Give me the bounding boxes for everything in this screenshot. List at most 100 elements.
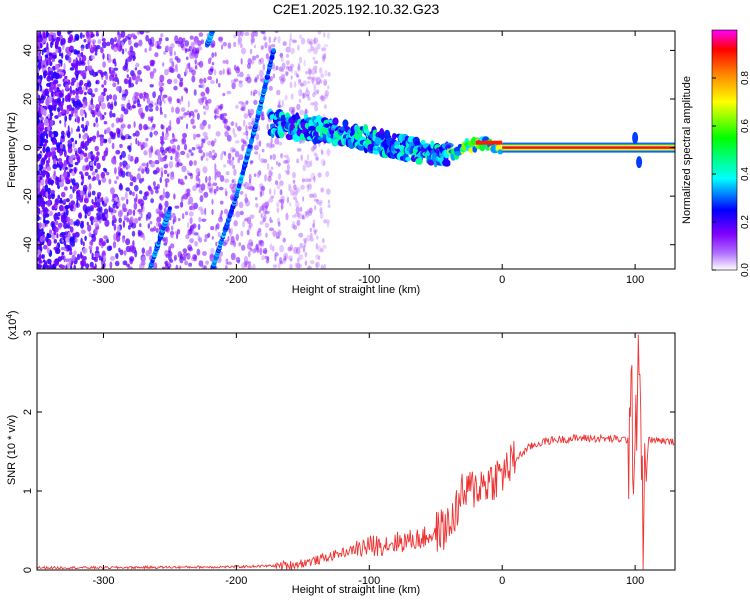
- noise-speckle: [298, 232, 304, 238]
- noise-speckle: [115, 253, 119, 259]
- noise-speckle: [311, 148, 315, 153]
- noise-speckle: [101, 41, 107, 49]
- noise-speckle: [287, 66, 293, 72]
- noise-speckle: [295, 187, 301, 193]
- tone-core: [502, 146, 675, 149]
- noise-speckle: [290, 75, 293, 80]
- noise-speckle: [38, 260, 43, 264]
- noise-speckle: [147, 223, 150, 229]
- noise-speckle: [52, 81, 57, 85]
- noise-speckle: [205, 87, 209, 93]
- noise-speckle: [265, 204, 268, 209]
- noise-speckle: [48, 67, 53, 72]
- noise-speckle: [302, 92, 307, 99]
- noise-speckle: [84, 235, 87, 241]
- noise-speckle: [265, 205, 268, 211]
- noise-speckle: [191, 69, 196, 76]
- x-tick-label: -300: [92, 274, 114, 286]
- noise-speckle: [110, 187, 115, 195]
- noise-speckle: [259, 186, 265, 191]
- noise-speckle: [65, 258, 69, 263]
- noise-speckle: [298, 98, 302, 103]
- noise-speckle: [276, 89, 281, 96]
- noise-speckle: [225, 59, 229, 65]
- noise-speckle: [49, 229, 52, 235]
- noise-speckle: [263, 158, 268, 164]
- noise-speckle: [189, 217, 193, 225]
- noise-speckle: [101, 212, 106, 218]
- noise-speckle: [319, 207, 323, 214]
- noise-speckle: [280, 203, 283, 211]
- noise-speckle: [82, 86, 85, 92]
- noise-speckle: [94, 52, 98, 56]
- noise-speckle: [237, 157, 241, 164]
- noise-speckle: [262, 250, 268, 254]
- noise-speckle: [56, 158, 59, 162]
- ridge-blob: [454, 150, 463, 156]
- snr-series-line: [37, 334, 675, 570]
- noise-speckle: [73, 185, 77, 192]
- noise-speckle: [277, 173, 282, 180]
- noise-speckle: [242, 220, 246, 228]
- noise-speckle: [300, 83, 304, 87]
- noise-speckle: [173, 85, 178, 91]
- noise-speckle: [112, 59, 115, 64]
- noise-speckle: [44, 213, 50, 218]
- noise-speckle: [324, 69, 328, 77]
- noise-speckle: [234, 150, 240, 158]
- noise-speckle: [55, 38, 59, 46]
- noise-speckle: [297, 212, 303, 219]
- noise-speckle: [221, 44, 223, 50]
- noise-speckle: [160, 88, 163, 96]
- noise-speckle: [320, 94, 324, 102]
- noise-speckle: [67, 244, 71, 251]
- noise-speckle: [247, 250, 251, 258]
- noise-speckle: [37, 227, 40, 232]
- noise-speckle: [54, 63, 60, 70]
- colorbar-ticks: 0.0 0.2 0.4 0.6 0.8: [712, 71, 750, 277]
- noise-speckle: [49, 108, 52, 114]
- noise-speckle: [134, 184, 139, 192]
- ridge-blob: [384, 129, 391, 139]
- noise-speckle: [66, 51, 72, 57]
- noise-speckle: [61, 52, 64, 59]
- noise-speckle: [76, 154, 80, 161]
- noise-speckle: [37, 164, 40, 171]
- noise-speckle: [295, 201, 300, 208]
- noise-speckle: [188, 112, 192, 118]
- noise-speckle: [116, 225, 121, 233]
- noise-speckle: [269, 243, 273, 251]
- noise-speckle: [86, 81, 92, 88]
- noise-speckle: [149, 84, 154, 88]
- noise-speckle: [122, 65, 128, 71]
- noise-speckle: [191, 147, 196, 151]
- x-tick-label: -200: [225, 575, 247, 587]
- noise-speckle: [42, 146, 46, 153]
- tone-core-segment: [475, 140, 503, 145]
- noise-speckle: [84, 171, 89, 177]
- noise-speckle: [239, 71, 244, 78]
- noise-speckle: [323, 32, 326, 38]
- noise-speckle: [253, 89, 258, 95]
- noise-speckle: [227, 235, 230, 242]
- noise-speckle: [89, 137, 93, 142]
- noise-speckle: [112, 113, 116, 118]
- noise-speckle: [260, 117, 265, 121]
- noise-speckle: [87, 135, 90, 143]
- noise-speckle: [61, 251, 65, 256]
- noise-speckle: [167, 96, 173, 102]
- noise-speckle: [319, 95, 324, 100]
- noise-speckle: [283, 154, 289, 158]
- noise-speckle: [226, 134, 232, 142]
- noise-speckle: [120, 123, 126, 129]
- noise-speckle: [245, 124, 248, 133]
- noise-speckle: [298, 79, 302, 83]
- noise-speckle: [108, 94, 113, 100]
- noise-speckle: [135, 193, 138, 201]
- noise-speckle: [80, 229, 86, 235]
- noise-speckle: [154, 160, 160, 165]
- noise-speckle: [122, 235, 125, 243]
- noise-speckle: [266, 142, 270, 148]
- noise-speckle: [59, 53, 62, 57]
- noise-speckle: [279, 53, 284, 58]
